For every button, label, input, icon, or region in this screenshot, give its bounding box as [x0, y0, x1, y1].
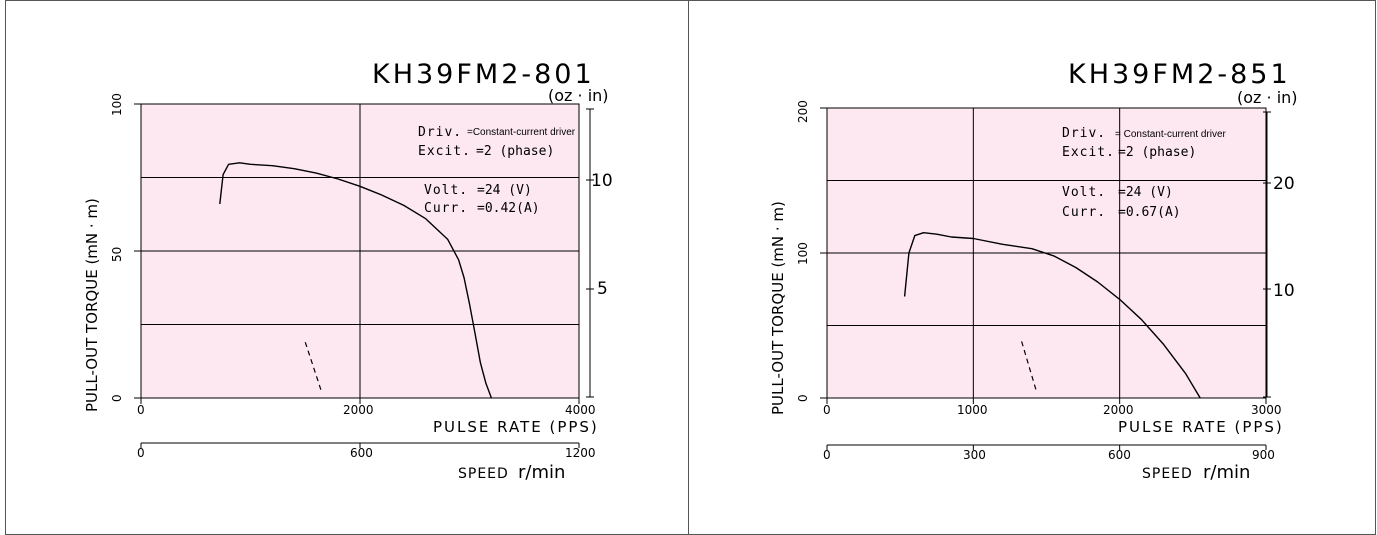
info-excit-label: Excit.	[1062, 145, 1115, 160]
x-tick-label: 2000	[1103, 403, 1134, 417]
x2-axis-unit: r/min	[518, 462, 565, 483]
x2-tick-label: 1200	[565, 446, 596, 460]
info-driv-label: Driv.	[1062, 126, 1106, 141]
y-tick-label: 100	[110, 93, 124, 116]
x2-tick-label: 600	[350, 446, 373, 460]
info-curr-label: Curr.	[424, 201, 468, 216]
y-tick-label: 50	[110, 247, 124, 262]
torque-curve-series-1	[903, 232, 1201, 399]
x2-axis-unit: r/min	[1203, 462, 1250, 483]
x2-tick-label: 300	[963, 448, 986, 462]
chart-kh39fm2-801: KH39FM2-801 (oz · in) PULL-OUT TORQUE (m…	[83, 59, 613, 483]
x-tick-label: 3000	[1251, 403, 1282, 417]
y-tick-label: 0	[796, 394, 810, 402]
y-right-unit: (oz · in)	[548, 86, 609, 105]
y-axis-label: PULL-OUT TORQUE (mN · m)	[769, 201, 787, 415]
info-driv-label: Driv.	[418, 125, 462, 140]
chart-title: KH39FM2-801	[372, 59, 595, 90]
x-tick-label: 0	[823, 403, 831, 417]
y-axis-label: PULL-OUT TORQUE (mN · m)	[83, 198, 101, 412]
x2-axis-label: SPEED	[1142, 466, 1193, 482]
info-volt-label: Volt.	[1062, 185, 1106, 200]
info-curr-value: =0.42(A)	[477, 201, 540, 216]
y-tick-label: 200	[796, 100, 810, 123]
x-tick-label: 2000	[343, 403, 374, 417]
info-volt-label: Volt.	[424, 183, 468, 198]
y-right-tick-label: 20	[1273, 174, 1295, 194]
x2-tick-label: 0	[823, 448, 831, 462]
info-volt-value: =24 (V)	[1118, 185, 1173, 200]
x-axis-label: PULSE RATE (PPS)	[1118, 418, 1284, 436]
info-curr-value: =0.67(A)	[1118, 205, 1181, 220]
y-right-tick-label: 5	[597, 279, 608, 299]
grid	[141, 104, 579, 398]
y-right-tick-label: 10	[1273, 281, 1295, 301]
info-excit-label: Excit.	[418, 144, 471, 159]
chart-kh39fm2-851: KH39FM2-851 (oz · in) PULL-OUT TORQUE (m…	[769, 59, 1298, 483]
info-excit-value: =2 (phase)	[1118, 145, 1196, 160]
info-excit-value: =2 (phase)	[476, 144, 554, 159]
info-volt-value: =24 (V)	[477, 183, 532, 198]
y-tick-label: 0	[110, 394, 124, 402]
x2-axis-label: SPEED	[458, 466, 509, 482]
x-tick-label: 4000	[565, 403, 596, 417]
y-right-tick-label: 10	[591, 171, 613, 191]
x2-tick-label: 600	[1108, 448, 1131, 462]
info-driv-value: =Constant-current driver	[467, 127, 576, 138]
x2-tick-label: 900	[1252, 448, 1275, 462]
y-tick-label: 100	[796, 242, 810, 265]
chart-title: KH39FM2-851	[1068, 59, 1291, 90]
info-driv-value: = Constant-current driver	[1115, 129, 1227, 140]
y-right-unit: (oz · in)	[1237, 88, 1298, 107]
x-axis-label: PULSE RATE (PPS)	[433, 418, 599, 436]
x-tick-label: 1000	[957, 403, 988, 417]
torque-curve-series-1	[219, 162, 493, 399]
info-curr-label: Curr.	[1062, 205, 1106, 220]
x2-tick-label: 0	[137, 446, 145, 460]
x-tick-label: 0	[137, 403, 145, 417]
